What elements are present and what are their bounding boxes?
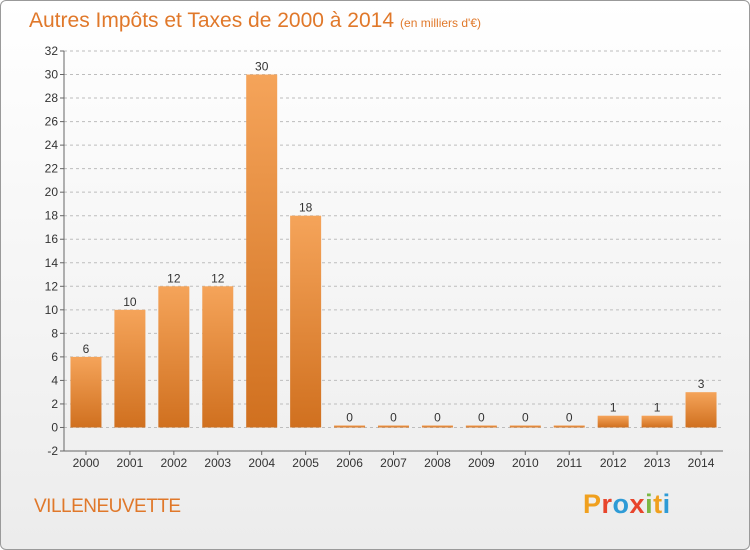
chart-unit: (en milliers d'€) <box>400 16 482 30</box>
data-label-2008: 0 <box>434 410 441 424</box>
data-label-2012: 1 <box>610 401 617 415</box>
data-label-2014: 3 <box>698 377 705 391</box>
y-tick-label: 12 <box>45 279 59 293</box>
x-tick-label: 2005 <box>292 456 319 470</box>
bar-2004 <box>246 74 278 428</box>
y-tick-label: 2 <box>51 397 58 411</box>
logo-letter: x <box>629 489 646 519</box>
data-label-2005: 18 <box>299 201 313 215</box>
x-tick-label: 2010 <box>512 456 539 470</box>
data-label-2000: 6 <box>83 342 90 356</box>
x-tick-label: 2006 <box>336 456 363 470</box>
data-label-2003: 12 <box>211 271 225 285</box>
x-tick-label: 2004 <box>248 456 275 470</box>
x-tick-label: 2008 <box>424 456 451 470</box>
y-tick-label: 14 <box>45 256 59 270</box>
data-label-2011: 0 <box>566 410 573 424</box>
bar-2002 <box>158 286 190 428</box>
bar-2008 <box>421 425 453 428</box>
data-label-2006: 0 <box>346 410 353 424</box>
y-tick-label: 24 <box>45 138 59 152</box>
bar-2006 <box>334 425 366 428</box>
logo-letter: i <box>662 489 671 519</box>
x-tick-label: 2012 <box>600 456 627 470</box>
chart-title: Autres Impôts et Taxes de 2000 à 2014 (en… <box>29 9 481 33</box>
proxiti-logo: Proxiti <box>583 489 671 520</box>
data-label-2001: 10 <box>123 295 137 309</box>
logo-letter: r <box>601 489 613 519</box>
x-tick-label: 2007 <box>380 456 407 470</box>
data-label-2010: 0 <box>522 410 529 424</box>
x-tick-label: 2009 <box>468 456 495 470</box>
bar-2010 <box>509 425 541 428</box>
y-tick-label: 8 <box>51 326 58 340</box>
y-tick-label: 30 <box>45 68 59 82</box>
bar-2000 <box>70 356 102 428</box>
commune-name: VILLENEUVETTE <box>34 496 181 517</box>
y-tick-label: 18 <box>45 209 59 223</box>
y-tick-label: 4 <box>51 373 58 387</box>
bar-2001 <box>114 309 146 428</box>
data-label-2007: 0 <box>390 410 397 424</box>
data-label-2013: 1 <box>654 401 661 415</box>
y-tick-label: 0 <box>51 420 58 434</box>
x-tick-label: 2011 <box>556 456 582 470</box>
chart-title-text: Autres Impôts et Taxes de 2000 à 2014 <box>29 9 395 32</box>
x-tick-label: 2014 <box>688 456 715 470</box>
y-tick-label: 20 <box>45 185 59 199</box>
y-tick-label: 6 <box>51 350 58 364</box>
y-tick-label: 26 <box>45 115 59 129</box>
data-label-2009: 0 <box>478 410 485 424</box>
bar-2012 <box>597 415 629 428</box>
y-tick-label: 28 <box>45 91 59 105</box>
bar-2014 <box>685 392 717 428</box>
x-tick-label: 2013 <box>644 456 671 470</box>
bar-2007 <box>378 425 409 428</box>
data-label-2004: 30 <box>255 60 269 74</box>
logo-letter: o <box>612 489 630 519</box>
logo-letter: t <box>653 489 663 519</box>
bar-2011 <box>553 425 585 428</box>
y-tick-label: 22 <box>45 162 59 176</box>
y-tick-label: 10 <box>45 303 59 317</box>
y-tick-label: 16 <box>45 232 59 246</box>
logo-letter: P <box>583 489 602 519</box>
y-tick-label: 32 <box>45 44 59 58</box>
bar-2003 <box>202 286 234 428</box>
bar-2005 <box>290 215 322 428</box>
y-tick-label: -2 <box>47 444 58 458</box>
x-tick-label: 2000 <box>73 456 100 470</box>
logo-letter: i <box>645 489 654 519</box>
bar-2009 <box>465 425 497 428</box>
x-tick-label: 2003 <box>204 456 231 470</box>
data-label-2002: 12 <box>167 271 181 285</box>
x-tick-label: 2002 <box>160 456 187 470</box>
x-tick-label: 2001 <box>117 456 144 470</box>
bar-2013 <box>641 415 673 428</box>
